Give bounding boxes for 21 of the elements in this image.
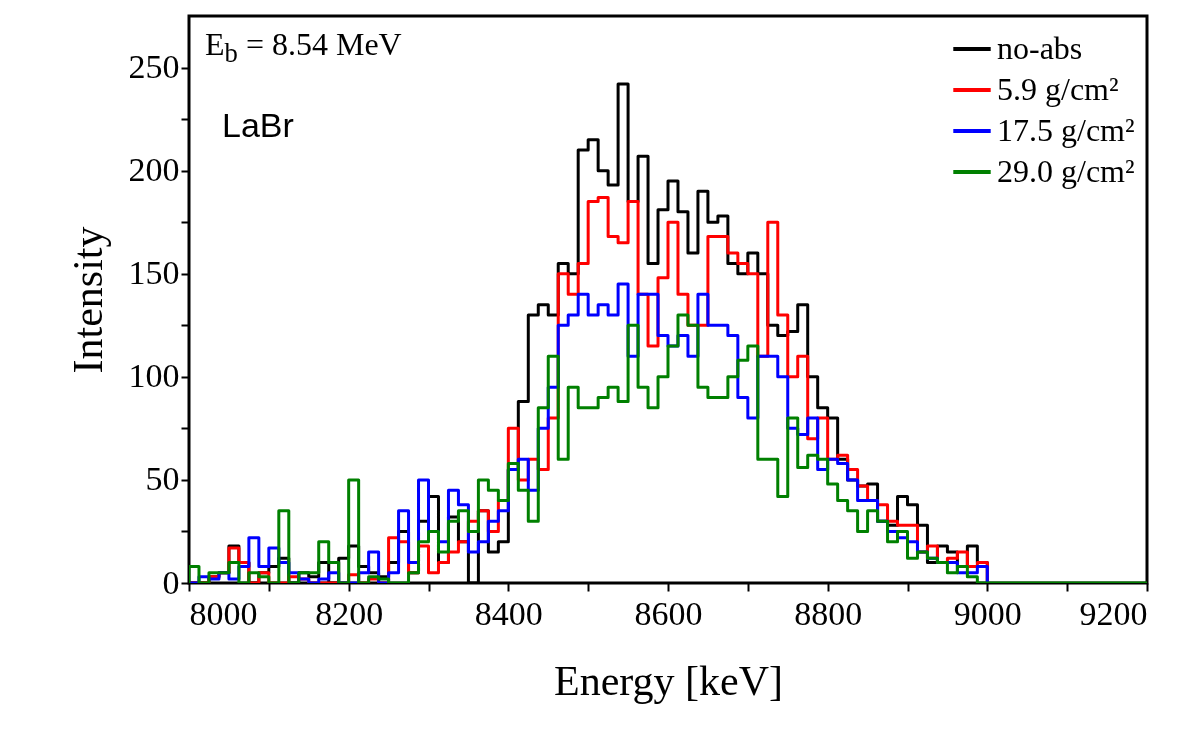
y-tick-label: 200 xyxy=(128,151,180,189)
x-tick-label: 8200 xyxy=(315,594,384,632)
x-axis-title: Energy [keV] xyxy=(554,657,783,704)
y-tick-label: 100 xyxy=(128,357,180,395)
x-tick-label: 9000 xyxy=(953,594,1022,632)
y-axis-title: Intensity xyxy=(64,226,111,374)
x-tick-label: 8600 xyxy=(634,594,703,632)
annotation: E$_{b}$ = 8.54 MeV xyxy=(205,26,402,70)
legend-label: no-abs xyxy=(997,30,1083,66)
y-tick-label: 250 xyxy=(128,48,180,86)
legend-label: 29.0 g/cm² xyxy=(997,153,1135,189)
x-tick-label: 8800 xyxy=(794,594,863,632)
annotation: LaBr xyxy=(222,106,294,145)
y-tick-label: 150 xyxy=(128,254,180,292)
legend-label: 5.9 g/cm² xyxy=(997,71,1119,107)
legend-label: 17.5 g/cm² xyxy=(997,112,1135,148)
y-tick-label: 50 xyxy=(145,460,180,498)
x-tick-label: 8000 xyxy=(189,594,258,632)
x-tick-label: 8400 xyxy=(474,594,543,632)
x-tick-label: 9200 xyxy=(1079,594,1148,632)
y-tick-label: 0 xyxy=(162,563,180,601)
